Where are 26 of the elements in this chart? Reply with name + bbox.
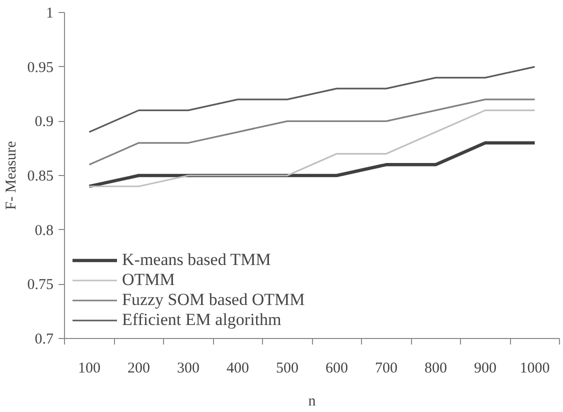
x-tick-label: 800 [424,360,447,376]
x-tick-label: 400 [226,360,249,376]
y-tick-label: 0.75 [27,277,54,294]
x-tick-label: 500 [276,360,298,376]
line-series [88,110,536,188]
line-series [88,66,536,133]
legend-label: Efficient EM algorithm [122,310,282,330]
y-tick-label: 0.8 [34,222,54,239]
x-tick-label: 200 [128,360,150,376]
y-tick-label: 1 [46,6,54,22]
x-tick-label: 100 [78,360,100,376]
y-tick-label: 0.95 [27,60,54,76]
x-tick-label: 700 [375,360,398,376]
x-tick-label: 300 [177,360,200,376]
y-tick-label: 0.85 [27,168,54,184]
x-tick-label: 900 [474,360,496,376]
legend-label: Fuzzy SOM based OTMM [122,290,305,310]
y-axis-title: F- Measure [3,140,20,210]
x-axis-title: n [308,394,316,410]
x-tick-label: 1000 [520,360,550,376]
y-tick-label: 0.7 [34,332,54,348]
x-tick-label: 600 [326,360,348,376]
line-series [88,98,536,166]
legend-label: OTMM [122,270,175,290]
legend-label: K-means based TMM [122,250,271,270]
y-tick-label: 0.9 [34,114,54,130]
